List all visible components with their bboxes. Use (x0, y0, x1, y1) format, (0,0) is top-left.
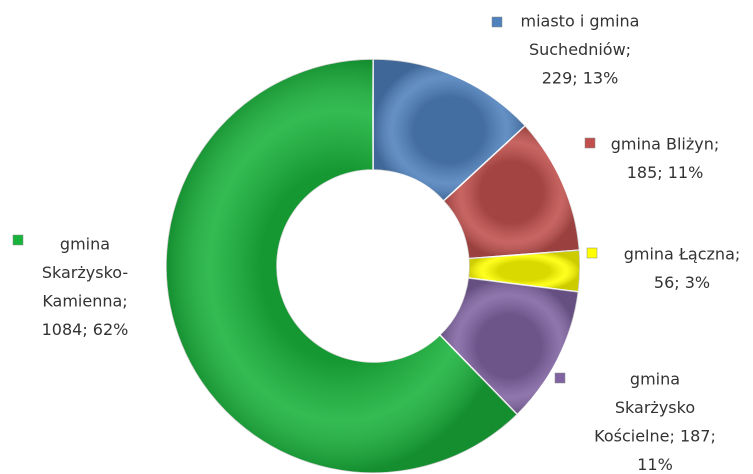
legend-marker (554, 372, 566, 384)
legend-marker (586, 247, 598, 259)
data-label: 56; 3% (654, 273, 710, 292)
legend-marker (491, 16, 503, 28)
data-label: Skarżysko- (42, 263, 128, 282)
data-label: 1084; 62% (42, 320, 129, 339)
data-label: 11% (637, 455, 673, 474)
data-label: Suchedniów; (529, 40, 631, 59)
data-label: gmina Łączna; (624, 245, 741, 264)
data-label: gmina (630, 370, 680, 389)
legend-marker (12, 234, 24, 246)
data-label: 185; 11% (627, 163, 704, 182)
data-label: 229; 13% (542, 69, 619, 88)
data-label: Kościelne; 187; (594, 427, 716, 446)
data-label: gmina Bliżyn; (611, 135, 719, 154)
data-label: gmina (60, 235, 110, 254)
data-label: Kamienna; (42, 292, 127, 311)
legend-marker (584, 137, 596, 149)
data-label: miasto i gmina (521, 12, 640, 31)
data-label: Skarżysko (615, 398, 695, 417)
